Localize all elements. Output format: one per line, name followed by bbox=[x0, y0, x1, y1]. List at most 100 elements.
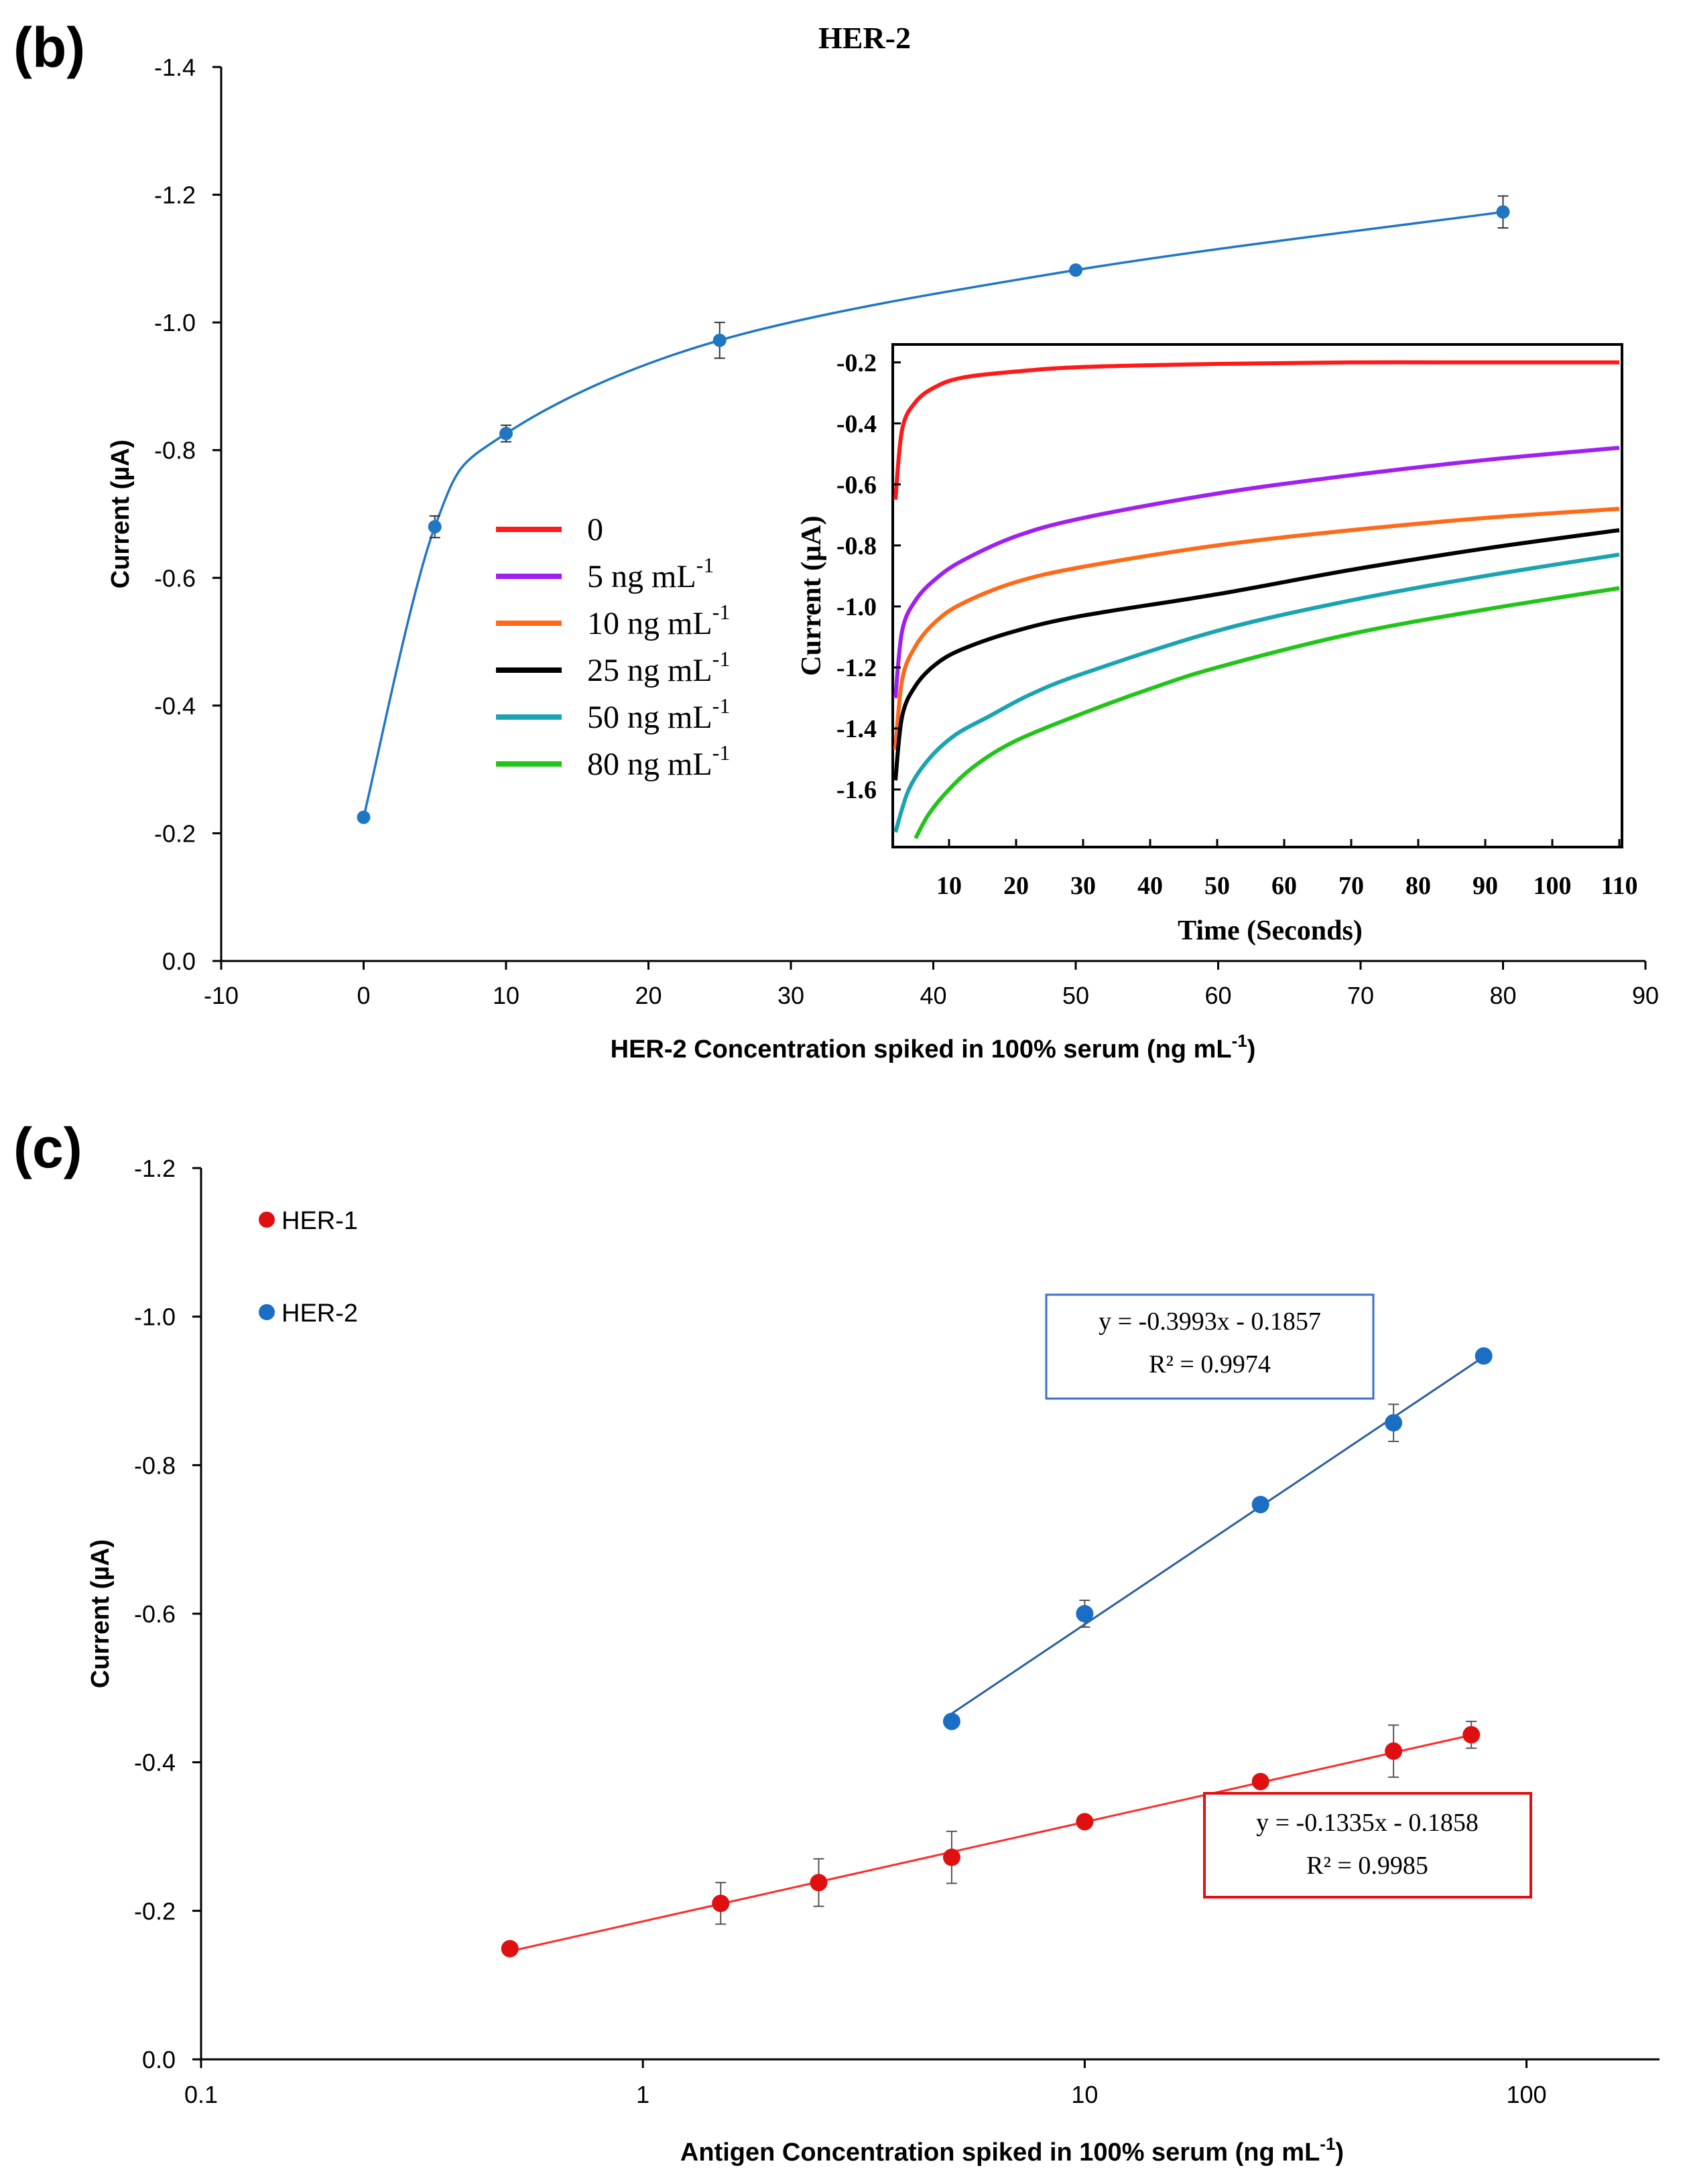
inset-y-tick-label: -1.6 bbox=[836, 776, 877, 804]
y-tick-label: -0.6 bbox=[154, 564, 196, 592]
her1-equation: y = -0.1335x - 0.1858 bbox=[1256, 1809, 1479, 1837]
panel-c-y-label: Current (µA) bbox=[86, 1539, 115, 1688]
inset-x-tick-label: 40 bbox=[1137, 872, 1163, 900]
legend-label-text: 25 ng mL bbox=[587, 653, 712, 688]
legend-label-sup: -1 bbox=[696, 553, 714, 577]
y-tick-label: -0.8 bbox=[134, 1452, 176, 1479]
panel-c-x-label-end: ) bbox=[1335, 2138, 1344, 2167]
y-tick-label: -0.2 bbox=[154, 820, 196, 847]
inset-frame bbox=[891, 343, 1623, 848]
panel-c-y-ticks: 0.0 -0.2 -0.4 -0.6 -0.8 -1.0 -1.2 bbox=[134, 1155, 201, 2073]
y-tick-label: -0.6 bbox=[134, 1600, 176, 1628]
inset-curve bbox=[914, 586, 1620, 840]
legend-label: 0 bbox=[587, 512, 603, 548]
panel-b-y-label: Current (µA) bbox=[107, 440, 135, 588]
x-tick-label: 50 bbox=[1062, 982, 1089, 1009]
data-point-her-1 bbox=[942, 1848, 960, 1866]
inset-y-tick-label: -1.4 bbox=[836, 715, 877, 743]
panel-b-title: HER-2 bbox=[818, 21, 911, 55]
inset-x-ticks: 10 20 30 40 50 60 70 80 90 100 110 bbox=[936, 839, 1637, 900]
inset-x-tick-label: 100 bbox=[1534, 872, 1572, 900]
x-tick-label: 100 bbox=[1507, 2081, 1547, 2108]
panel-b-x-label: HER-2 Concentration spiked in 100% serum… bbox=[611, 1031, 1256, 1064]
data-point bbox=[1496, 205, 1510, 219]
legend-label-text: 10 ng mL bbox=[587, 606, 712, 641]
legend-label-her2: HER-2 bbox=[282, 1299, 358, 1328]
data-point-her-1 bbox=[810, 1874, 828, 1892]
data-point bbox=[428, 520, 442, 534]
inset-x-label: Time (Seconds) bbox=[1178, 915, 1363, 946]
y-tick-label: -1.0 bbox=[154, 309, 196, 336]
inset-y-tick-label: -0.2 bbox=[836, 349, 877, 377]
x-tick-label: 20 bbox=[635, 982, 662, 1009]
x-tick-label: 90 bbox=[1632, 982, 1659, 1009]
panel-c-label: (c) bbox=[13, 1116, 82, 1179]
data-point-her-1 bbox=[501, 1939, 519, 1957]
legend-marker-her1 bbox=[259, 1212, 275, 1228]
inset-y-tick-label: -1.0 bbox=[836, 593, 877, 621]
inset: 10 20 30 40 50 60 70 80 90 100 110 -0.2-0.4-0.6-0.… bbox=[796, 343, 1637, 946]
data-point bbox=[357, 810, 371, 824]
panel-c-x-label-main: Antigen Concentration spiked in 100% ser… bbox=[680, 2138, 1320, 2167]
y-tick-label: -0.4 bbox=[134, 1749, 176, 1777]
inset-x-tick-label: 80 bbox=[1405, 872, 1431, 900]
inset-curve bbox=[893, 528, 1620, 781]
inset-y-tick-label: -0.8 bbox=[836, 532, 877, 560]
inset-curves bbox=[893, 360, 1620, 840]
data-point-her-2 bbox=[1475, 1347, 1493, 1365]
x-tick-label: 0 bbox=[357, 982, 370, 1009]
legend-label: 10 ng mL-1 bbox=[587, 600, 730, 641]
data-point bbox=[1069, 263, 1082, 277]
inset-curve bbox=[893, 446, 1620, 698]
x-tick-label: -10 bbox=[204, 982, 239, 1009]
data-point-her-1 bbox=[1385, 1742, 1403, 1760]
her2-equation-box: y = -0.3993x - 0.1857 R² = 0.9974 bbox=[1045, 1293, 1375, 1400]
data-point-her-2 bbox=[1251, 1496, 1269, 1514]
inset-curve bbox=[893, 552, 1620, 833]
her2-r-squared: R² = 0.9974 bbox=[1149, 1350, 1271, 1378]
x-tick-label: 10 bbox=[493, 982, 519, 1009]
data-point-her-2 bbox=[1385, 1414, 1403, 1432]
panel-c-legend: HER-1 HER-2 bbox=[259, 1207, 358, 1328]
data-point-her-1 bbox=[712, 1894, 730, 1913]
panel-c: (c) 0.1 1 10 100 0.0 -0.2 -0.4 -0.6 -0.8 -1.0 -1.… bbox=[13, 1116, 1660, 2167]
legend-label-text: 80 ng mL bbox=[587, 747, 712, 782]
panel-b-y-ticks: 0.0 -0.2 -0.4 -0.6 -0.8 -1.0 -1.2 -1.4 bbox=[154, 54, 221, 975]
data-point-her-1 bbox=[1076, 1813, 1094, 1831]
panel-b-x-label-end: ) bbox=[1247, 1035, 1256, 1064]
inset-x-tick-label: 60 bbox=[1271, 872, 1297, 900]
legend-label-sup: -1 bbox=[712, 741, 731, 765]
legend-label: 5 ng mL-1 bbox=[587, 553, 714, 594]
inset-y-label: Current (µA) bbox=[796, 515, 827, 676]
y-tick-label: -1.4 bbox=[154, 54, 196, 81]
x-tick-label: 10 bbox=[1071, 2081, 1098, 2108]
data-point-her-1 bbox=[1462, 1726, 1481, 1744]
inset-x-tick-label: 10 bbox=[936, 872, 962, 900]
legend-label: 80 ng mL-1 bbox=[587, 741, 730, 782]
inset-x-tick-label: 30 bbox=[1070, 872, 1096, 900]
y-tick-label: -1.0 bbox=[134, 1303, 176, 1331]
panel-b: (b) HER-2 -10 0 10 20 30 40 50 60 70 80 90 0.0-0.2… bbox=[13, 16, 1659, 1064]
legend-label-sup: -1 bbox=[712, 694, 731, 718]
legend-label-sup: -1 bbox=[712, 647, 731, 671]
y-tick-label: 0.0 bbox=[142, 2046, 176, 2073]
panel-c-series bbox=[501, 1347, 1493, 1957]
y-tick-label: -1.2 bbox=[134, 1155, 176, 1182]
panel-b-x-label-main: HER-2 Concentration spiked in 100% serum… bbox=[611, 1035, 1232, 1064]
data-point bbox=[712, 333, 727, 347]
inset-curve bbox=[893, 360, 1619, 500]
x-tick-label: 30 bbox=[777, 982, 804, 1009]
x-tick-label: 40 bbox=[920, 982, 946, 1009]
y-tick-label: -0.2 bbox=[134, 1897, 176, 1925]
inset-y-tick-label: -1.2 bbox=[836, 654, 877, 682]
y-tick-label: 0.0 bbox=[162, 948, 196, 975]
inset-y-tick-label: -0.4 bbox=[836, 410, 877, 438]
inset-y-tick-label: -0.6 bbox=[836, 471, 877, 499]
x-tick-label: 60 bbox=[1204, 982, 1231, 1009]
panel-b-x-ticks: -10 0 10 20 30 40 50 60 70 80 90 bbox=[204, 961, 1659, 1009]
legend-label: 25 ng mL-1 bbox=[587, 647, 730, 688]
panel-c-x-ticks: 0.1 1 10 100 bbox=[184, 2059, 1547, 2108]
legend-label-text: 0 bbox=[587, 512, 603, 548]
inset-legend: 05 ng mL-110 ng mL-125 ng mL-150 ng mL-1… bbox=[496, 512, 730, 782]
